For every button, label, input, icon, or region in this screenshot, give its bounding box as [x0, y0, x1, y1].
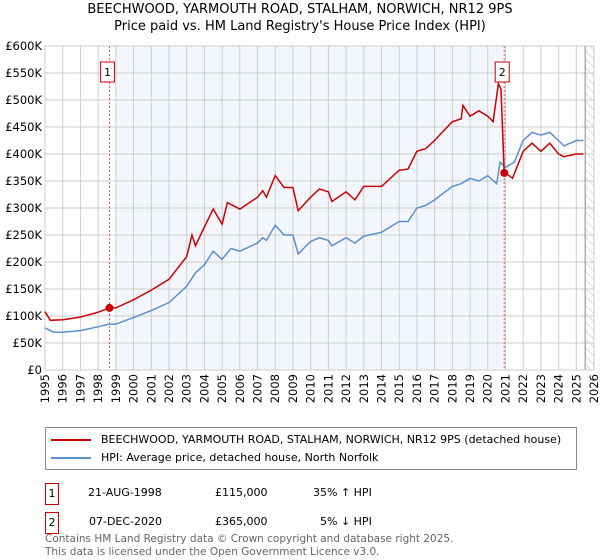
y-tick-label: £600K	[5, 39, 42, 53]
footer: Contains HM Land Registry data © Crown c…	[45, 533, 453, 559]
legend-label: HPI: Average price, detached house, Nort…	[101, 451, 379, 464]
x-tick-label: 2004	[197, 374, 211, 403]
sale-point	[500, 168, 509, 177]
sale-label: 1	[104, 66, 111, 79]
legend-item-property: BEECHWOOD, YARMOUTH ROAD, STALHAM, NORWI…	[51, 433, 561, 447]
chart-title: BEECHWOOD, YARMOUTH ROAD, STALHAM, NORWI…	[87, 2, 513, 17]
legend-item-hpi: HPI: Average price, detached house, Nort…	[51, 451, 378, 465]
x-tick-label: 2008	[268, 374, 282, 403]
y-tick-label: £350K	[5, 174, 42, 188]
x-tick-label: 2026	[587, 374, 600, 403]
x-tick-label: 2005	[215, 374, 229, 403]
x-tick-label: 2003	[180, 374, 194, 403]
sale-label: 2	[499, 66, 506, 79]
x-tick-label: 2025	[569, 374, 583, 403]
x-tick-label: 2015	[392, 374, 406, 403]
x-tick-label: 2014	[374, 374, 388, 403]
x-tick-label: 2018	[445, 374, 459, 403]
x-tick-label: 2016	[410, 374, 424, 403]
sale-date: 21-AUG-1998	[88, 486, 162, 499]
sale-number: 2	[45, 512, 59, 534]
x-tick-label: 2006	[233, 374, 247, 403]
x-tick-label: 2024	[552, 374, 566, 403]
x-tick-label: 1999	[109, 374, 123, 403]
x-tick-label: 2012	[339, 374, 353, 403]
y-tick-label: £0	[27, 363, 42, 377]
x-tick-label: 2002	[162, 374, 176, 403]
chart-subtitle: Price paid vs. HM Land Registry's House …	[114, 19, 486, 34]
x-tick-label: 2007	[251, 374, 265, 403]
price-chart: £0 £50K £100K £150K £200K £250K £300K £350K £400…	[5, 39, 600, 403]
x-tick-label: 2019	[463, 374, 477, 403]
x-tick-label: 2009	[286, 374, 300, 403]
x-tick-label: 2011	[321, 374, 335, 403]
y-tick-label: £300K	[5, 201, 42, 215]
sale-point	[105, 303, 114, 312]
x-tick-label: 2013	[357, 374, 371, 403]
x-tick-label: 2010	[304, 374, 318, 403]
y-tick-label: £100K	[5, 309, 42, 323]
x-tick-label: 2017	[428, 374, 442, 403]
y-tick-label: £450K	[5, 120, 42, 134]
x-tick-label: 1996	[56, 374, 70, 403]
x-tick-label: 2001	[144, 374, 158, 403]
sale-price: £365,000	[215, 515, 268, 528]
sale-hpi-diff: 35% ↑ HPI	[313, 486, 372, 499]
sale-price: £115,000	[215, 486, 268, 499]
y-tick-label: £50K	[13, 336, 43, 350]
y-tick-label: £500K	[5, 93, 42, 107]
hpi-line	[44, 131, 584, 333]
y-tick-label: £200K	[5, 255, 42, 269]
sale-label-box	[494, 61, 510, 83]
sale-label-box	[99, 61, 115, 83]
sale-number: 1	[45, 483, 59, 505]
x-tick-label: 2000	[127, 374, 141, 403]
footer-licence: This data is licensed under the Open Gov…	[45, 546, 380, 558]
x-tick-label: 1998	[91, 374, 105, 403]
x-tick-label: 2022	[516, 374, 530, 403]
footer-copyright: Contains HM Land Registry data © Crown c…	[45, 533, 454, 545]
x-tick-label: 2023	[534, 374, 548, 403]
x-tick-label: 1995	[38, 374, 52, 403]
x-tick-label: 2020	[481, 374, 495, 403]
legend: BEECHWOOD, YARMOUTH ROAD, STALHAM, NORWI…	[45, 427, 577, 470]
legend-label: BEECHWOOD, YARMOUTH ROAD, STALHAM, NORWI…	[101, 433, 562, 446]
y-tick-label: £150K	[5, 282, 42, 296]
sale-date: 07-DEC-2020	[89, 515, 163, 528]
y-tick-label: £550K	[5, 66, 42, 80]
plot-border	[44, 45, 595, 371]
sale-hpi-diff: 5% ↓ HPI	[320, 515, 372, 528]
y-tick-label: £250K	[5, 228, 42, 242]
x-tick-label: 1997	[73, 374, 87, 403]
y-tick-label: £400K	[5, 147, 42, 161]
x-tick-label: 2021	[498, 374, 512, 403]
legend-swatch	[51, 439, 91, 441]
legend-swatch	[51, 457, 91, 459]
